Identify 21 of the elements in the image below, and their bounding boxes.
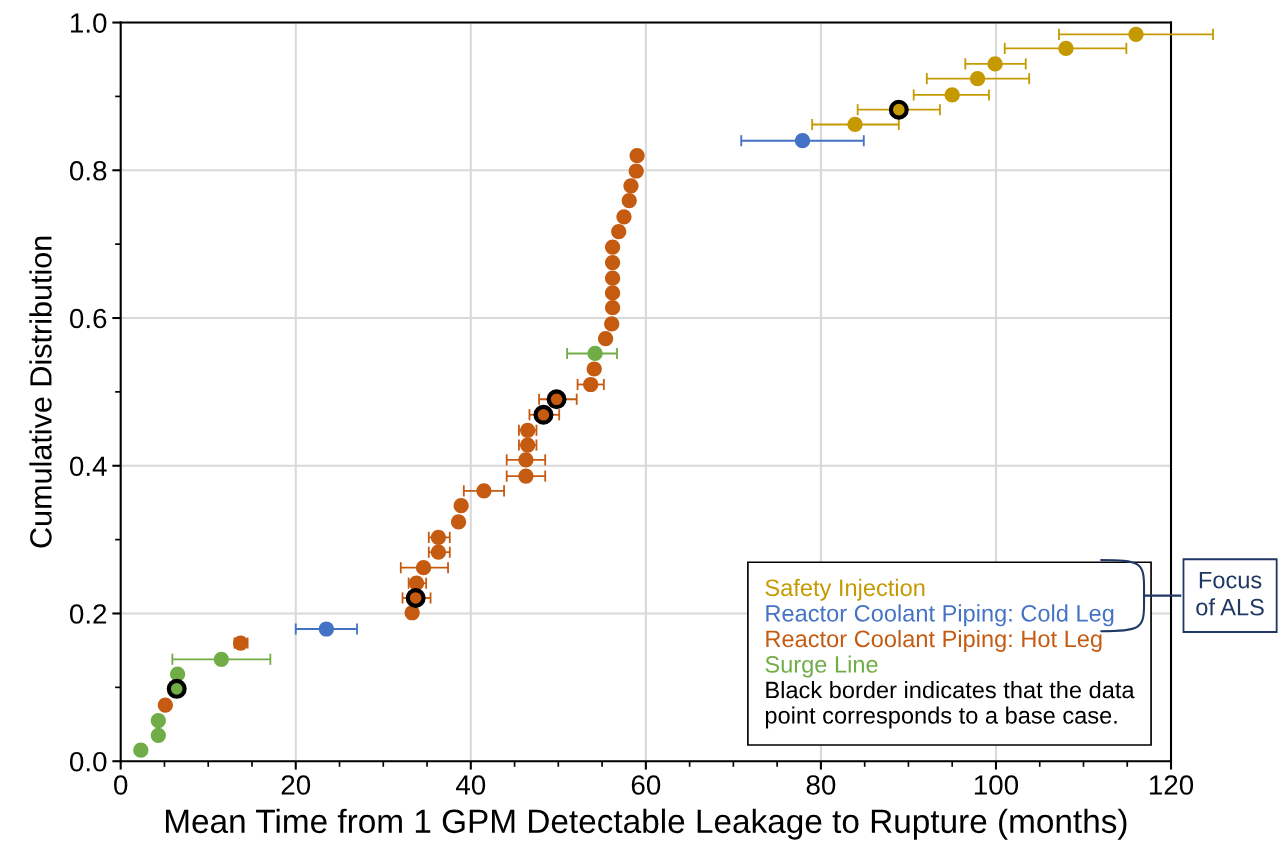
x-axis-title: Mean Time from 1 GPM Detectable Leakage to Rupture (months) <box>165 808 1127 840</box>
x-tick-label: 40 <box>455 775 486 795</box>
y-tick-label: 1.0 <box>71 13 107 33</box>
x-tick-label: 20 <box>281 775 311 795</box>
text: Surge Line <box>765 655 878 678</box>
x-tick-label: 0 <box>114 775 128 795</box>
text: Reactor Coolant Piping: Cold Leg <box>766 604 1114 627</box>
y-tick-label: 0.2 <box>69 604 107 624</box>
text: Reactor Coolant Piping: Hot Leg <box>766 629 1102 652</box>
x-tick-label: 120 <box>1149 775 1194 795</box>
y-tick-label: 0.4 <box>69 456 107 477</box>
x-tick-label: 60 <box>631 775 661 795</box>
y-tick-label: 0.6 <box>69 308 107 329</box>
y-axis-title: Cumulative Distribution <box>29 236 52 548</box>
y-tick-label: 0.0 <box>69 751 107 772</box>
x-tick-label: 100 <box>974 775 1019 795</box>
y-tick-label: 0.8 <box>69 160 107 181</box>
x-tick-label: 80 <box>806 775 836 795</box>
annotation: Black border indicates that the data point corresponds to a base case. <box>765 681 1135 729</box>
text: Focus of ALS <box>1196 571 1264 616</box>
text: Safety Injection <box>765 578 925 601</box>
